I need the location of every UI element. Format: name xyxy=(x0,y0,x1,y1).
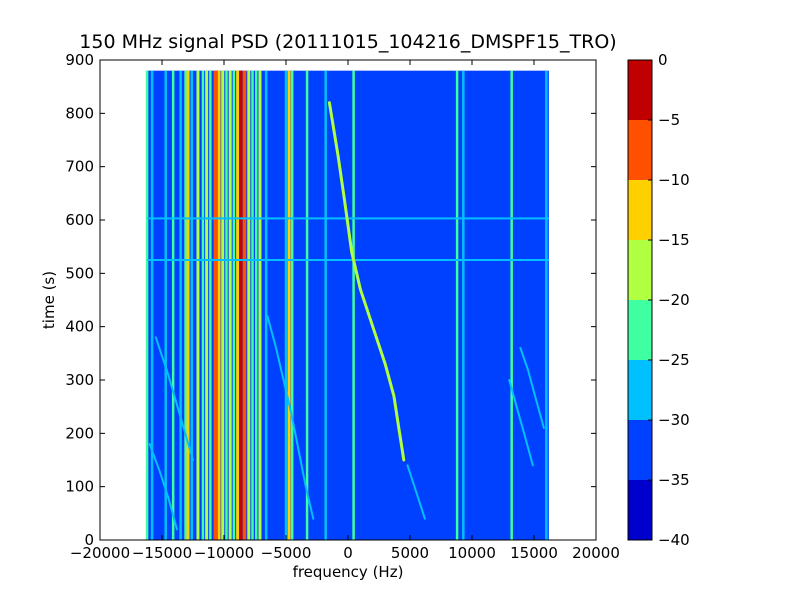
colorbar-tick-label: −25 xyxy=(658,351,690,369)
spectral-line-15 xyxy=(225,70,228,540)
spectral-line-33 xyxy=(462,70,465,540)
colorbar-band xyxy=(628,420,652,480)
x-tick-label: −15000 xyxy=(132,544,192,562)
colorbar-tick-label: −10 xyxy=(658,171,690,189)
spectral-line-26 xyxy=(284,70,288,540)
spectral-line-14 xyxy=(221,70,225,540)
spectral-line-10 xyxy=(205,70,209,540)
sweep-trace-2 xyxy=(148,443,178,531)
spectral-line-29 xyxy=(305,70,309,540)
plot-area: −20000 −15000 −10000 −5000 0 5000 10000 15000 20… xyxy=(65,51,620,562)
spectral-line-5 xyxy=(184,70,187,540)
spectral-line-9 xyxy=(201,70,205,540)
y-tick-label: 700 xyxy=(65,158,94,176)
spectral-line-12 xyxy=(213,70,218,540)
spectral-line-27 xyxy=(287,70,291,540)
x-tick-label: −10000 xyxy=(194,544,254,562)
spectral-line-18 xyxy=(236,70,240,540)
x-tick-label: 5000 xyxy=(391,544,429,562)
y-tick-label: 900 xyxy=(65,51,94,69)
spectral-line-32 xyxy=(455,70,459,540)
x-axis-label: frequency (Hz) xyxy=(293,563,404,581)
colorbar-tick-label: 0 xyxy=(658,51,668,69)
spectral-line-23 xyxy=(254,70,258,540)
spectral-line-24 xyxy=(258,70,262,540)
x-tick-label: 15000 xyxy=(510,544,558,562)
y-tick-label: 500 xyxy=(65,264,94,282)
x-tick-label: 20000 xyxy=(572,544,620,562)
spectral-line-20 xyxy=(242,70,247,540)
spectral-line-11 xyxy=(209,70,212,540)
colorbar-tick-label: −35 xyxy=(658,471,690,489)
x-axis-ticks: −20000 −15000 −10000 −5000 0 5000 10000 15000 20… xyxy=(70,60,620,562)
colorbar-tick-label: −15 xyxy=(658,231,690,249)
colorbar: −40 −35 −30 −25 −20 −15 −10 −5 0 xyxy=(627,51,690,549)
spectral-line-4 xyxy=(179,70,182,540)
spectral-line-13 xyxy=(217,70,221,540)
spectral-line-25 xyxy=(264,70,268,540)
y-tick-label: 200 xyxy=(65,424,94,442)
colorbar-band xyxy=(628,480,652,540)
spectral-line-22 xyxy=(251,70,254,540)
spectral-line-6 xyxy=(186,70,190,540)
y-tick-label: 800 xyxy=(65,104,94,122)
y-tick-label: 100 xyxy=(65,478,94,496)
spectral-line-7 xyxy=(190,70,194,540)
spectral-line-2 xyxy=(164,70,167,540)
chart-title: 150 MHz signal PSD (20111015_104216_DMSP… xyxy=(79,31,616,53)
spectral-line-17 xyxy=(232,70,236,540)
sweep-trace-3 xyxy=(154,336,194,461)
y-axis-label: time (s) xyxy=(40,271,58,329)
colorbar-band xyxy=(628,180,652,240)
colorbar-tick-label: −5 xyxy=(658,111,680,129)
sweep-trace-6 xyxy=(406,464,426,520)
colorbar-band xyxy=(628,120,652,180)
y-tick-label: 0 xyxy=(84,531,94,549)
spectral-line-19 xyxy=(238,70,243,540)
y-axis-ticks: 0 100 200 300 400 500 600 700 800 900 xyxy=(65,51,596,549)
colorbar-band xyxy=(628,360,652,420)
spectral-line-3 xyxy=(171,70,175,540)
x-tick-label: 10000 xyxy=(448,544,496,562)
y-tick-label: 600 xyxy=(65,211,94,229)
spectral-line-31 xyxy=(352,70,355,540)
colorbar-band xyxy=(628,240,652,300)
sweep-trace-5 xyxy=(508,379,534,467)
spectral-line-35 xyxy=(545,70,548,540)
heatmap-layer xyxy=(145,70,549,540)
colorbar-bands xyxy=(628,60,652,540)
colorbar-tick-label: −20 xyxy=(658,291,690,309)
spectral-line-0 xyxy=(145,70,149,540)
spectral-line-1 xyxy=(150,70,154,540)
colorbar-band xyxy=(628,60,652,120)
x-tick-label: 0 xyxy=(343,544,353,562)
y-tick-label: 300 xyxy=(65,371,94,389)
sweep-trace-0 xyxy=(327,101,406,462)
colorbar-tick-label: −40 xyxy=(658,531,690,549)
sweep-trace-1 xyxy=(266,315,315,520)
spectral-line-34 xyxy=(510,70,513,540)
colorbar-ticks: −40 −35 −30 −25 −20 −15 −10 −5 0 xyxy=(648,51,690,549)
spectral-line-16 xyxy=(228,70,232,540)
x-tick-label: −5000 xyxy=(261,544,312,562)
colorbar-band xyxy=(628,300,652,360)
spectral-line-21 xyxy=(247,70,251,540)
spectral-line-28 xyxy=(290,70,294,540)
colorbar-tick-label: −30 xyxy=(658,411,690,429)
spectral-line-30 xyxy=(324,70,327,540)
x-tick-label: −20000 xyxy=(70,544,130,562)
y-tick-label: 400 xyxy=(65,318,94,336)
spectral-line-8 xyxy=(196,70,200,540)
sweep-trace-4 xyxy=(519,347,545,429)
time-band-0 xyxy=(147,259,549,261)
